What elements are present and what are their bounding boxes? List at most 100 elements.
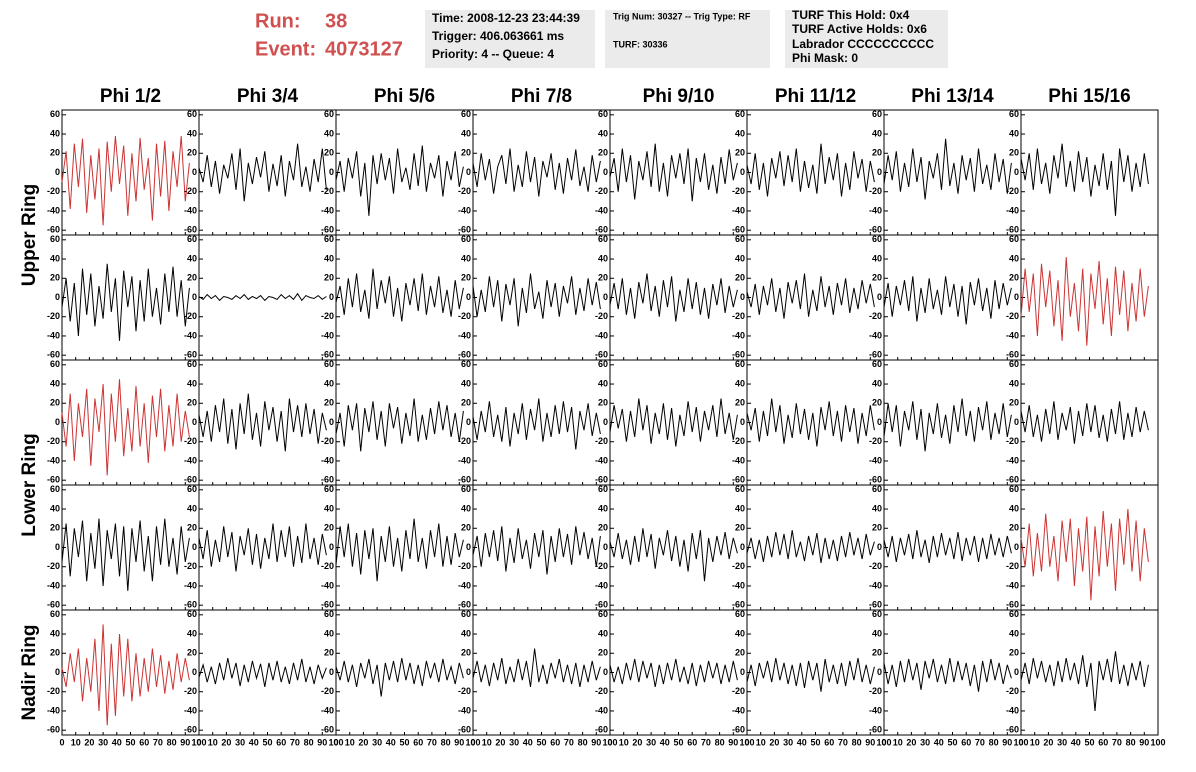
x-tick-label: 30 [920, 737, 930, 747]
x-tick-label: 100 [1013, 737, 1028, 747]
panel-frame [746, 609, 885, 736]
y-tick-label: -60 [458, 350, 471, 360]
row-title: Lower Ring [19, 433, 40, 536]
x-tick-label: 70 [564, 737, 574, 747]
waveform [61, 135, 190, 226]
y-tick-label: 20 [50, 273, 60, 283]
waveform [1020, 143, 1149, 216]
column-title: Phi 15/16 [1048, 86, 1130, 107]
y-tick-label: 60 [50, 109, 60, 119]
y-tick-label: -60 [458, 725, 471, 735]
x-tick-label: 80 [715, 737, 725, 747]
y-tick-label: -60 [184, 475, 197, 485]
y-tick-label: -20 [732, 311, 745, 321]
y-tick-label: -20 [47, 436, 60, 446]
panel-frame [61, 234, 200, 361]
y-tick-label: -40 [47, 330, 60, 340]
y-tick-label: 20 [324, 148, 334, 158]
y-tick-label: 0 [55, 292, 60, 302]
y-tick-label: 60 [598, 359, 608, 369]
y-tick-label: -20 [321, 686, 334, 696]
y-tick-label: 40 [324, 503, 334, 513]
waveform [335, 268, 464, 322]
event-label: Event: [255, 38, 316, 60]
y-tick-label: -60 [732, 225, 745, 235]
y-tick-label: -40 [47, 455, 60, 465]
y-tick-label: 0 [329, 292, 334, 302]
waveform [883, 138, 1012, 200]
x-tick-label: 30 [1057, 737, 1067, 747]
y-tick-label: -20 [869, 186, 882, 196]
run-label: Run: [255, 10, 301, 32]
y-tick-label: 40 [872, 503, 882, 513]
x-tick-label: 10 [208, 737, 218, 747]
y-tick-label: 0 [55, 542, 60, 552]
x-tick-label: 10 [482, 737, 492, 747]
y-tick-label: 60 [872, 234, 882, 244]
y-tick-label: 20 [872, 273, 882, 283]
y-tick-label: 60 [872, 609, 882, 619]
waveform [335, 398, 464, 452]
x-tick-label: 70 [427, 737, 437, 747]
x-tick-label: 90 [865, 737, 875, 747]
y-tick-label: 60 [324, 609, 334, 619]
y-tick-label: -20 [732, 686, 745, 696]
panel-frame [472, 234, 611, 361]
y-tick-label: -60 [1006, 350, 1019, 360]
x-tick-label: 20 [1043, 737, 1053, 747]
y-tick-label: 0 [466, 667, 471, 677]
waveform [746, 398, 875, 447]
y-tick-label: 20 [598, 398, 608, 408]
y-tick-label: 20 [735, 273, 745, 283]
y-tick-label: -60 [1006, 475, 1019, 485]
waveform [472, 273, 601, 327]
x-tick-label: 60 [687, 737, 697, 747]
y-tick-label: 0 [877, 292, 882, 302]
y-tick-label: 60 [187, 484, 197, 494]
y-tick-label: -40 [869, 205, 882, 215]
y-tick-label: -40 [595, 330, 608, 340]
waveform [609, 398, 738, 447]
y-tick-label: 40 [735, 253, 745, 263]
y-tick-label: 0 [1014, 542, 1019, 552]
y-tick-label: 0 [603, 292, 608, 302]
y-tick-label: -20 [321, 186, 334, 196]
x-tick-label: 80 [441, 737, 451, 747]
y-tick-label: 0 [192, 542, 197, 552]
column-title: Phi 7/8 [511, 86, 572, 107]
y-tick-label: -20 [184, 436, 197, 446]
y-tick-label: 20 [1009, 148, 1019, 158]
x-tick-label: 30 [783, 737, 793, 747]
y-tick-label: 40 [187, 128, 197, 138]
y-tick-label: 40 [872, 128, 882, 138]
y-tick-label: -40 [321, 205, 334, 215]
panel-frame [198, 109, 337, 236]
y-tick-label: -40 [184, 455, 197, 465]
y-tick-label: -40 [1006, 205, 1019, 215]
x-tick-label: 0 [881, 737, 886, 747]
y-tick-label: -40 [321, 330, 334, 340]
y-tick-label: -20 [47, 311, 60, 321]
waveform [61, 624, 190, 726]
column-title: Phi 3/4 [237, 86, 299, 107]
row-title: Nadir Ring [19, 624, 40, 720]
waveform [883, 398, 1012, 452]
x-tick-label: 100 [602, 737, 617, 747]
x-tick-label: 50 [125, 737, 135, 747]
x-tick-label: 50 [947, 737, 957, 747]
x-tick-label: 20 [221, 737, 231, 747]
y-tick-label: -20 [1006, 561, 1019, 571]
y-tick-label: 0 [466, 417, 471, 427]
x-tick-label: 30 [509, 737, 519, 747]
y-tick-label: -20 [595, 686, 608, 696]
y-tick-label: 40 [598, 503, 608, 513]
y-tick-label: 20 [50, 398, 60, 408]
y-tick-label: -40 [1006, 455, 1019, 465]
y-tick-label: -40 [732, 705, 745, 715]
x-tick-label: 10 [893, 737, 903, 747]
y-tick-label: -20 [47, 561, 60, 571]
x-tick-label: 50 [262, 737, 272, 747]
y-tick-label: -20 [1006, 311, 1019, 321]
y-tick-label: 20 [187, 273, 197, 283]
y-tick-label: -20 [321, 311, 334, 321]
